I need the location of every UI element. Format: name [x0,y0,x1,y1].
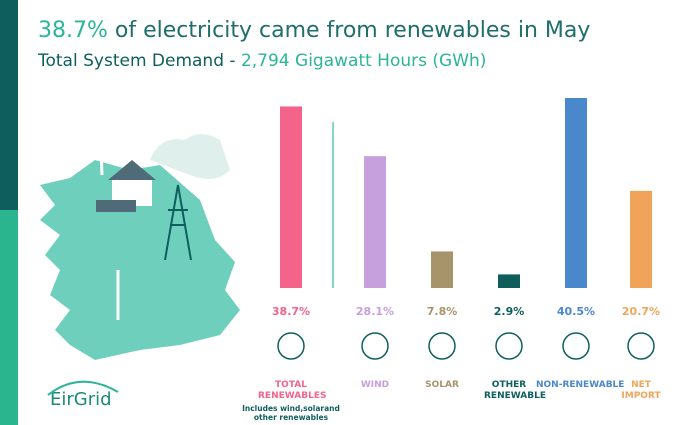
category-icon [562,332,590,360]
side-band [0,0,18,210]
category-label: WIND [360,380,390,390]
value-label: 38.7% [272,305,310,318]
title-highlight: 38.7% [38,18,108,43]
bar [498,274,520,288]
bar [565,98,587,288]
note: Includes wind,solarand other renewables [242,404,340,422]
category-label: TOTAL RENEWABLES [258,380,327,401]
bar [630,190,652,288]
subtitle-highlight: 2,794 Gigawatt Hours (GWh) [241,51,486,71]
category-label: NET IMPORT [621,380,661,401]
bar [431,251,453,288]
category-label: NON-RENEWABLE [536,380,625,390]
value-label: 7.8% [427,305,458,318]
bar [364,156,386,288]
value-label: 40.5% [557,305,595,318]
category-icon [277,332,305,360]
category-label: SOLAR [425,380,459,390]
chart-title: 38.7% of electricity came from renewable… [38,18,590,43]
category-icon [361,332,389,360]
value-label: 28.1% [356,305,394,318]
logo-arc [47,380,119,396]
chart-subtitle: Total System Demand - 2,794 Gigawatt Hou… [37,51,486,71]
logo: EirGrid [50,389,112,410]
side-band [0,210,18,425]
category-label: OTHER RENEWABLE [484,380,546,401]
map-illustration [40,119,240,360]
value-label: 20.7% [622,305,660,318]
value-label: 2.9% [494,305,525,318]
bar [280,106,302,288]
category-icon [627,332,655,360]
title-text: of electricity came from renewables in M… [115,18,590,43]
category-icon [428,332,456,360]
category-icon [495,332,523,360]
subtitle-text: Total System Demand - [37,51,236,71]
